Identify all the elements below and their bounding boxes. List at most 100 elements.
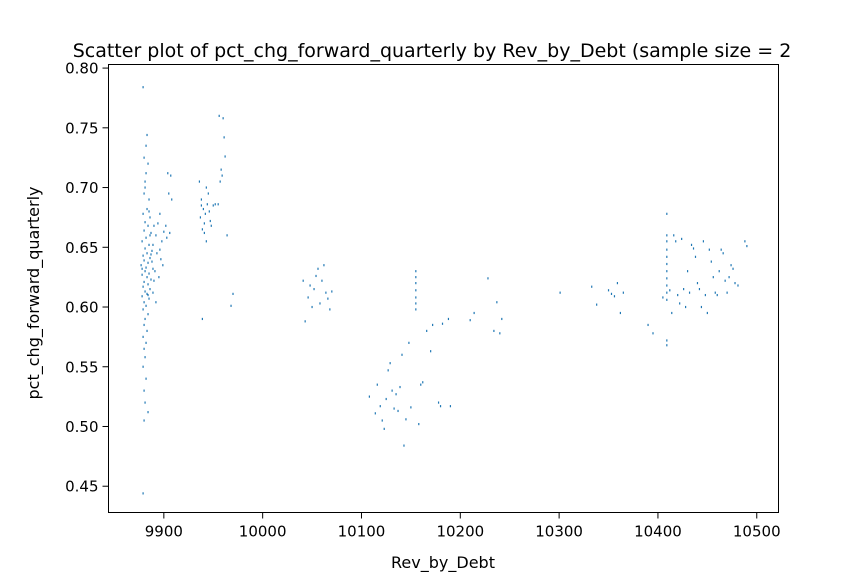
data-point: [387, 369, 389, 372]
data-point: [147, 293, 149, 297]
data-point: [671, 311, 673, 315]
data-point: [203, 222, 205, 225]
data-point: [677, 293, 679, 297]
data-point: [144, 186, 146, 189]
data-point: [150, 231, 152, 235]
data-point: [493, 329, 495, 333]
data-point: [149, 216, 151, 219]
data-point: [679, 302, 681, 305]
data-point: [159, 212, 161, 215]
data-point: [210, 224, 212, 227]
data-point: [149, 256, 151, 260]
data-point: [317, 267, 319, 270]
data-point: [728, 276, 730, 279]
data-point: [212, 204, 214, 207]
data-point: [141, 267, 143, 270]
data-point: [147, 411, 149, 414]
data-point: [613, 295, 616, 298]
data-point: [200, 204, 202, 207]
data-point: [652, 332, 654, 335]
data-point: [432, 323, 434, 327]
data-point: [662, 296, 664, 299]
data-point: [146, 292, 148, 295]
data-point: [368, 395, 370, 398]
y-tick-label: 0.60: [65, 299, 98, 317]
data-point: [737, 284, 739, 287]
data-point: [143, 323, 145, 327]
data-point: [148, 210, 150, 213]
data-point: [596, 303, 598, 306]
data-point: [143, 156, 145, 159]
data-point: [217, 203, 219, 206]
data-point: [142, 492, 144, 495]
data-point: [150, 253, 152, 256]
data-point: [420, 383, 422, 386]
data-point: [700, 305, 703, 309]
data-point: [327, 297, 329, 300]
data-point: [331, 290, 333, 293]
data-point: [391, 389, 393, 392]
data-point: [716, 293, 718, 297]
data-point: [473, 311, 475, 315]
data-point: [161, 240, 163, 243]
data-point: [141, 240, 143, 243]
data-point: [415, 308, 417, 311]
data-point: [499, 332, 501, 335]
data-point: [381, 419, 383, 422]
data-point: [144, 247, 146, 250]
data-point: [376, 383, 378, 386]
data-point: [698, 288, 701, 291]
data-point: [202, 207, 204, 211]
data-point: [143, 280, 145, 284]
data-point: [607, 289, 610, 292]
data-point: [708, 248, 710, 251]
data-point: [307, 296, 309, 299]
x-tick-label: 9900: [145, 523, 183, 541]
data-point: [170, 174, 172, 177]
data-point: [158, 276, 160, 279]
data-point: [410, 406, 412, 409]
data-point: [690, 243, 693, 246]
data-point: [706, 311, 708, 315]
data-point: [143, 389, 145, 392]
data-point: [418, 422, 420, 426]
data-point: [201, 317, 203, 321]
data-point: [200, 198, 202, 201]
y-tick-label: 0.55: [65, 358, 98, 376]
data-point: [726, 291, 728, 294]
data-point: [144, 401, 146, 404]
data-point: [152, 267, 154, 270]
data-point: [143, 192, 145, 195]
data-point: [208, 210, 210, 213]
y-tick-label: 0.65: [65, 239, 98, 257]
data-point: [718, 270, 720, 273]
y-tick-label: 0.80: [65, 60, 98, 78]
data-point: [232, 292, 234, 295]
data-point: [496, 301, 498, 304]
data-point: [203, 231, 205, 235]
data-point: [666, 277, 668, 280]
data-point: [666, 284, 668, 287]
data-point: [469, 319, 471, 322]
data-point: [141, 295, 143, 298]
data-point: [169, 231, 171, 235]
data-point: [223, 136, 225, 139]
data-point: [149, 288, 151, 291]
data-point: [321, 279, 323, 282]
points-layer: [140, 86, 748, 495]
data-point: [666, 212, 668, 215]
data-point: [155, 301, 157, 304]
data-point: [692, 247, 695, 250]
data-point: [720, 248, 722, 251]
data-point: [214, 203, 216, 206]
data-point: [415, 282, 417, 285]
data-point: [501, 317, 503, 321]
x-tick-label: 10000: [239, 523, 287, 541]
data-point: [383, 427, 385, 430]
data-point: [666, 234, 668, 237]
data-point: [710, 260, 712, 263]
data-point: [329, 308, 331, 311]
data-point: [209, 219, 211, 223]
data-point: [666, 270, 668, 273]
